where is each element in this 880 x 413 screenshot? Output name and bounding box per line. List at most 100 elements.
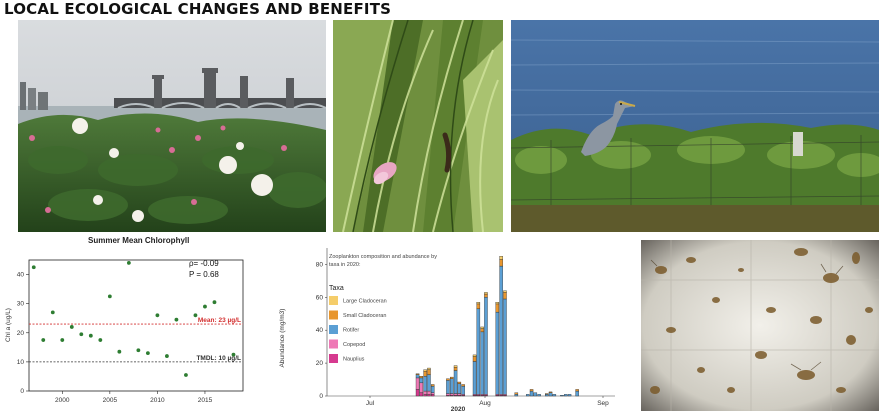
zoo-bar-segment [427,394,431,397]
chl-data-point [98,338,103,342]
zoo-bar-segment [484,297,488,395]
zoo-bar-segment [431,392,435,395]
chl-y-tick-label: 20 [17,330,25,337]
zoo-bar-segment [461,384,465,387]
zoo-bar-segment [450,378,454,394]
zoo-bar-segment [495,303,500,313]
zoo-bar-segment [552,394,557,397]
zoo-bar-segment [419,377,424,384]
chl-data-point [136,348,141,353]
zoo-legend-swatch [329,310,338,320]
chl-y-tick-label: 30 [17,301,25,308]
zoo-bar-segment [427,367,431,370]
chl-reference-label: TMDL: 10 µg/L [196,355,241,362]
chl-y-tick-label: 40 [17,272,25,279]
chlorophyll-rho-stat: ρ= -0.09 [189,259,219,268]
chl-y-tick-label: 0 [20,388,24,395]
zoo-bar-segment [545,394,549,397]
chl-x-tick-label: 2000 [55,397,70,404]
zoo-y-tick-label: 60 [316,294,324,301]
zoo-bar-segment [415,373,420,375]
zoo-x-tick-label: Sep [597,400,609,407]
zoo-bar-segment [533,392,538,397]
zoo-bar-segment [503,298,507,395]
zoo-bar-segment [499,265,503,395]
zoo-legend-label: Small Cladoceran [343,313,386,319]
chl-reference-label: Mean: 23 µg/L [198,317,241,324]
zoo-bar-segment [480,331,484,395]
zooplankton-chart-title-line2: taxa in 2020: [329,262,361,268]
chlorophyll-plot-frame [28,259,244,392]
zoo-bar-segment [472,354,477,357]
zoo-bar-segment [567,394,572,397]
zoo-y-tick-label: 0 [319,393,323,400]
chl-x-tick-label: 2005 [103,397,118,404]
zoo-bar-segment [450,376,454,379]
zoo-x-tick-label: Jul [366,400,375,407]
zoo-bar-segment [495,311,500,395]
chl-x-tick-label: 2015 [198,397,213,404]
zoo-bar-segment [453,370,458,394]
chl-data-point [231,352,236,357]
chl-data-point [212,300,217,305]
zoo-legend-swatch [329,339,338,349]
chl-data-point [60,338,65,342]
zoo-bar-segment [450,393,454,396]
zoo-y-tick-label: 80 [316,261,324,268]
zoo-bar-segment [476,302,481,305]
zoo-bar-segment [453,365,458,368]
zoo-bar-segment [503,290,507,293]
chl-data-point [31,265,36,270]
chlorophyll-p-stat: P = 0.68 [189,270,219,279]
chl-data-point [155,313,160,318]
zoo-bar-segment [423,376,427,392]
chl-data-point [165,354,169,358]
zooplankton-x-axis-label: 2020 [451,406,466,413]
zoo-bar-segment [419,382,424,393]
zoo-bar-segment [415,389,420,397]
page-title: LOCAL ECOLOGICAL CHANGES AND BENEFITS [4,0,392,18]
chl-y-tick-label: 10 [17,359,25,366]
chlorophyll-chart-title: Summer Mean Chlorophyll [88,236,190,245]
zoo-bar-segment [419,376,424,379]
zoo-bar-segment [423,369,427,372]
zoo-bar-segment [446,378,450,381]
zoo-legend-label: Copepod [343,342,365,348]
zooplankton-chart-title-line1: Zooplankton composition and abundance by [329,254,437,260]
chl-data-point [184,373,188,377]
zoo-legend-label: Nauplius [343,357,365,363]
zoo-bar-segment [472,356,477,362]
chl-data-point [88,333,93,338]
zoo-bar-segment [415,374,420,379]
chl-data-point [50,310,55,315]
zoo-bar-segment [548,392,553,397]
zoo-bar-segment [575,389,579,392]
zoo-bar-segment [514,392,519,395]
zoo-legend-swatch [329,325,338,334]
zoo-bar-segment [427,390,431,395]
zoo-bar-segment [575,390,579,397]
zoo-y-tick-label: 40 [316,327,324,334]
zoo-bar-segment [529,390,534,397]
zoo-bar-segment [457,381,462,384]
zoo-bar-segment [427,374,431,392]
zoo-bar-segment [415,377,420,390]
zoo-bar-segment [476,308,481,395]
zoo-bar-segment [545,393,549,395]
zoo-bar-segment [431,385,435,393]
zoo-bar-segment [453,393,458,396]
zoo-bar-segment [461,385,465,395]
charles-river-bridge-photo [18,20,326,232]
zoo-bar-segment [495,302,500,305]
chl-data-point [203,304,207,309]
zoo-legend-swatch [329,354,338,363]
zoo-legend-label: Rotifer [343,328,359,334]
zoo-bar-segment [423,390,427,395]
chl-data-point [79,332,84,337]
zoo-bar-segment [446,393,450,396]
heron-photo [511,20,879,232]
zoo-bar-segment [457,383,462,394]
zoo-legend-swatch [329,296,338,305]
zoo-bar-segment [499,259,503,267]
zoo-bar-segment [484,292,488,295]
